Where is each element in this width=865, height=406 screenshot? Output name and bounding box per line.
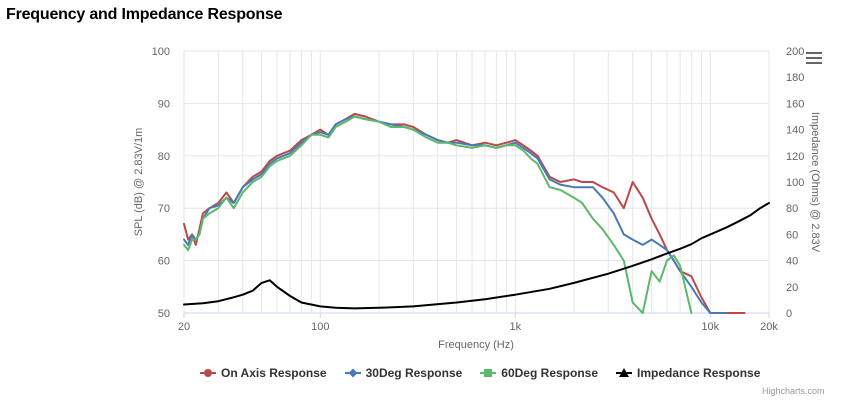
hamburger-menu-icon[interactable] [806, 52, 822, 66]
legend-label: 60Deg Response [501, 366, 598, 380]
series [183, 112, 770, 314]
series-impedance [183, 202, 770, 310]
legend-item-impedance[interactable]: Impedance Response [616, 366, 760, 380]
x-tick-label: 100 [311, 321, 329, 333]
y-right-tick-label: 60 [786, 229, 798, 241]
grid [183, 50, 770, 314]
y-right-tick-label: 200 [786, 46, 804, 58]
x-tick-label: 20k [760, 321, 778, 333]
y-axis-right-title: Impedance (Ohms) @ 2.83V [809, 112, 821, 253]
legend-diamond-icon [344, 368, 361, 378]
y-right-tick-label: 140 [786, 125, 804, 137]
y-right-tick-label: 20 [786, 282, 798, 294]
y-right-tick-label: 100 [786, 177, 804, 189]
y-right-tick-label: 80 [786, 203, 798, 215]
legend: On Axis Response 30Deg Response 60Deg Re… [200, 366, 760, 380]
page-title: Frequency and Impedance Response [6, 6, 283, 23]
y-left-tick-label: 100 [152, 46, 170, 58]
x-tick-label: 20 [178, 321, 190, 333]
legend-label: Impedance Response [637, 366, 761, 380]
legend-triangle-icon [616, 368, 632, 378]
series-30deg [183, 115, 727, 314]
x-axis-title: Frequency (Hz) [438, 339, 514, 351]
y-left-tick-label: 90 [158, 98, 170, 110]
x-tick-label: 1k [509, 321, 521, 333]
y-left-tick-label: 70 [158, 203, 170, 215]
legend-square-icon [480, 368, 497, 378]
y-left-tick-label: 50 [158, 308, 170, 320]
legend-circle-icon [200, 368, 216, 378]
legend-item-60deg[interactable]: 60Deg Response [480, 366, 598, 380]
y-left-tick-label: 80 [158, 151, 170, 163]
legend-item-30deg[interactable]: 30Deg Response [344, 366, 463, 380]
credits-link[interactable]: Highcharts.com [762, 386, 825, 396]
y-left-tick-label: 60 [158, 256, 170, 268]
y-right-tick-label: 180 [786, 72, 804, 84]
x-tick-label: 10k [701, 321, 719, 333]
y-right-tick-label: 0 [786, 308, 792, 320]
y-right-tick-label: 40 [786, 256, 798, 268]
legend-label: On Axis Response [221, 366, 327, 380]
axes: 20 100 1k 10k 20k 50 60 70 80 90 100 0 20 40 60 80 100 12… [152, 46, 805, 333]
series-60deg [183, 115, 693, 314]
y-right-tick-label: 120 [786, 151, 804, 163]
legend-item-on-axis[interactable]: On Axis Response [200, 366, 327, 380]
y-axis-left-title: SPL (dB) @ 2.83V/1m [133, 128, 145, 237]
legend-label: 30Deg Response [365, 366, 463, 380]
y-right-tick-label: 160 [786, 98, 804, 110]
